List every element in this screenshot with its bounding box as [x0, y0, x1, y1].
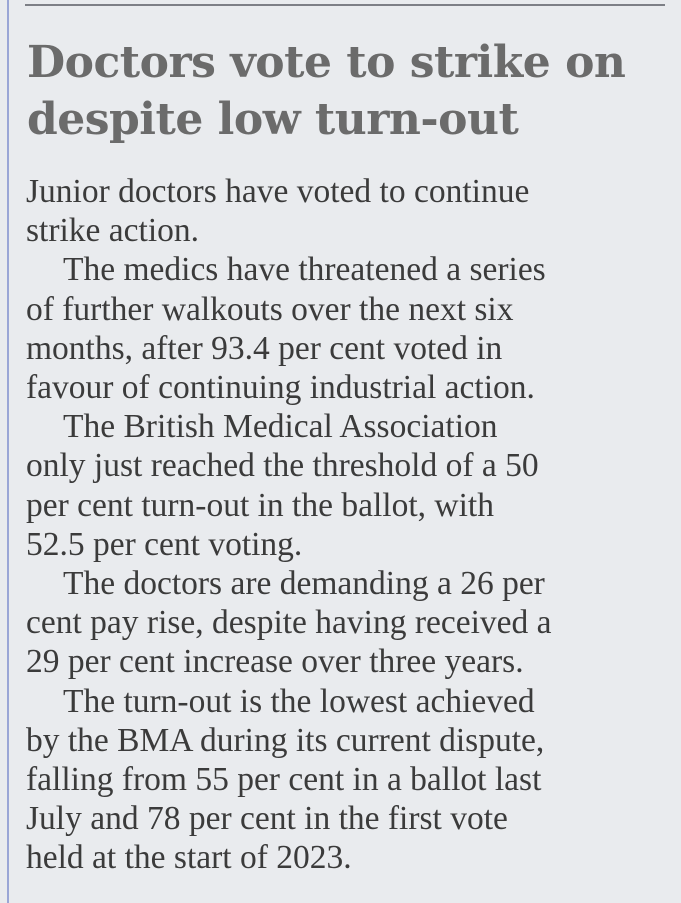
article-line: only just reached the threshold of a 50 [26, 447, 539, 485]
headline-line: Doctors vote to strike on [27, 37, 626, 88]
article-line: 29 per cent increase over three years. [26, 643, 524, 681]
article-line: months, after 93.4 per cent voted in [26, 329, 503, 367]
article-body: Junior doctors have voted to continue str… [26, 172, 676, 878]
article-line: cent pay rise, despite having received a [26, 604, 552, 642]
article-line: falling from 55 per cent in a ballot las… [26, 761, 542, 799]
headline-line: despite low turn-out [27, 94, 519, 145]
article-line: 52.5 per cent voting. [26, 525, 303, 563]
article-line: The turn-out is the lowest achieved [63, 682, 535, 720]
article-line: The British Medical Association [63, 408, 498, 446]
article-line: The medics have threatened a series [63, 251, 546, 289]
article-line: per cent turn-out in the ballot, with [26, 486, 494, 524]
article-line: of further walkouts over the next six [26, 290, 514, 328]
column-rule-vertical [7, 0, 9, 903]
article-line: favour of continuing industrial action. [26, 369, 535, 407]
column-rule-top [25, 4, 665, 6]
headline: Doctors vote to strike on despite low tu… [27, 34, 626, 148]
article-line: July and 78 per cent in the first vote [26, 800, 508, 838]
article-line: strike action. [26, 212, 200, 250]
article-line: The doctors are demanding a 26 per [63, 565, 545, 603]
article-line: held at the start of 2023. [26, 839, 352, 877]
article-line: Junior doctors have voted to continue [26, 173, 530, 210]
article-line: by the BMA during its current dispute, [26, 721, 545, 759]
